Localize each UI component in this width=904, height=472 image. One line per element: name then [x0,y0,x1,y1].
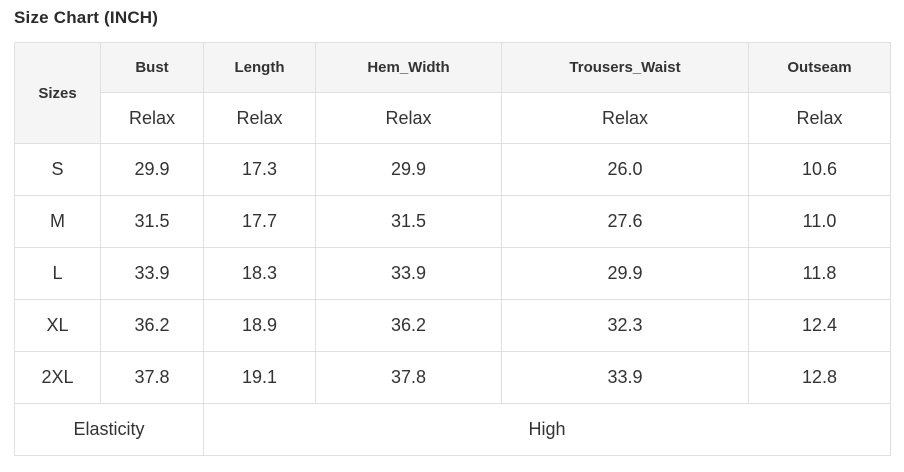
column-header-sizes: Sizes [14,42,101,144]
header-row-fit: Relax Relax Relax Relax Relax [15,92,891,144]
measurement-value: 29.9 [100,143,204,196]
measurement-value: 10.6 [748,143,891,196]
measurement-value: 18.3 [203,247,316,300]
column-header-trousers-waist: Trousers_Waist [501,42,749,93]
column-header-hem-width: Hem_Width [315,42,502,93]
elasticity-row: Elasticity High [14,403,891,456]
measurement-value: 32.3 [501,299,749,352]
measurement-value: 33.9 [100,247,204,300]
fit-cell-length: Relax [203,92,316,144]
table-row: S 29.9 17.3 29.9 26.0 10.6 [14,143,891,196]
fit-cell-outseam: Relax [748,92,891,144]
measurement-value: 11.8 [748,247,891,300]
size-label: M [14,195,101,248]
measurement-value: 36.2 [100,299,204,352]
measurement-value: 36.2 [315,299,502,352]
measurement-value: 19.1 [203,351,316,404]
table-row: 2XL 37.8 19.1 37.8 33.9 12.8 [14,351,891,404]
table-row: XL 36.2 18.9 36.2 32.3 12.4 [14,299,891,352]
measurement-value: 12.4 [748,299,891,352]
measurement-value: 33.9 [501,351,749,404]
fit-cell-bust: Relax [100,92,204,144]
measurement-value: 29.9 [315,143,502,196]
fit-cell-hem-width: Relax [315,92,502,144]
elasticity-label: Elasticity [14,403,204,456]
table-row: M 31.5 17.7 31.5 27.6 11.0 [14,195,891,248]
measurement-value: 17.7 [203,195,316,248]
measurement-value: 37.8 [315,351,502,404]
size-chart-table: Sizes Bust Length Hem_Width Trousers_Wai… [14,42,891,456]
table-row: L 33.9 18.3 33.9 29.9 11.8 [14,247,891,300]
measurement-value: 31.5 [100,195,204,248]
measurement-value: 33.9 [315,247,502,300]
elasticity-value: High [203,403,891,456]
size-label: S [14,143,101,196]
header-row-measures: Sizes Bust Length Hem_Width Trousers_Wai… [14,42,891,144]
measurement-value: 26.0 [501,143,749,196]
measurement-value: 31.5 [315,195,502,248]
measurement-value: 12.8 [748,351,891,404]
measurement-value: 17.3 [203,143,316,196]
size-label: L [14,247,101,300]
column-header-outseam: Outseam [748,42,891,93]
column-header-bust: Bust [100,42,204,93]
page-title: Size Chart (INCH) [14,8,159,27]
size-chart-page: Size Chart (INCH) Sizes Bust Length Hem_… [14,8,891,456]
measurement-value: 37.8 [100,351,204,404]
measurement-value: 11.0 [748,195,891,248]
size-label: 2XL [14,351,101,404]
measurement-value: 27.6 [501,195,749,248]
column-header-length: Length [203,42,316,93]
fit-cell-trousers-waist: Relax [501,92,749,144]
measurement-value: 18.9 [203,299,316,352]
size-label: XL [14,299,101,352]
measurement-value: 29.9 [501,247,749,300]
